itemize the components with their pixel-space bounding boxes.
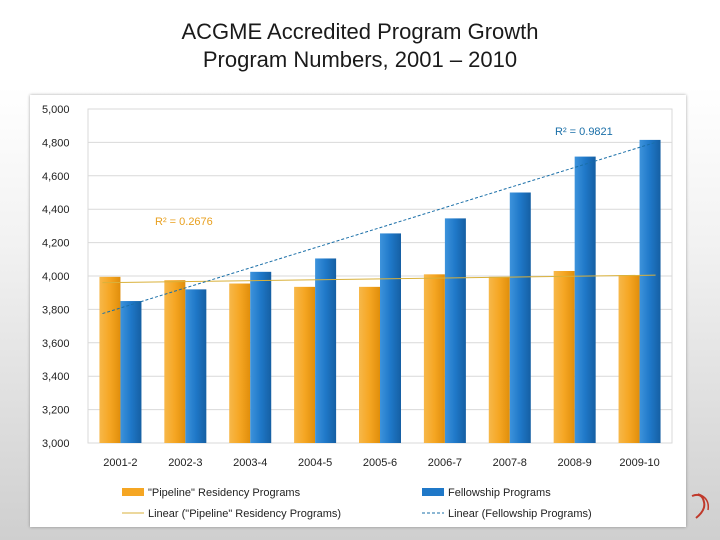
y-tick-label: 3,200 <box>42 405 70 417</box>
legend-fellowship-label: Fellowship Programs <box>448 487 551 499</box>
bar-residency <box>618 275 640 443</box>
bar-fellowship <box>380 233 401 443</box>
slide-title: ACGME Accredited Program Growth Program … <box>0 18 720 74</box>
x-tick-label: 2001-2 <box>103 457 137 469</box>
bar-residency <box>553 270 575 443</box>
r2-label-residency: R² = 0.2676 <box>155 216 213 228</box>
bar-residency <box>99 276 121 443</box>
y-tick-label: 4,400 <box>42 204 70 216</box>
y-tick-label: 4,800 <box>42 137 70 149</box>
x-tick-label: 2006-7 <box>428 457 462 469</box>
legend-residency-label: "Pipeline" Residency Programs <box>148 487 301 499</box>
slide-title-line-1: ACGME Accredited Program Growth <box>181 19 539 44</box>
y-tick-label: 4,600 <box>42 171 70 183</box>
bar-fellowship <box>509 192 531 443</box>
legend-trend-residency-label: Linear ("Pipeline" Residency Programs) <box>148 508 341 520</box>
bar-fellowship <box>185 289 207 443</box>
y-tick-label: 3,800 <box>42 304 70 316</box>
r2-label-fellowship: R² = 0.9821 <box>555 126 613 138</box>
x-tick-label: 2002-3 <box>168 457 202 469</box>
x-tick-label: 2009-10 <box>619 457 659 469</box>
legend-residency-swatch <box>122 488 144 496</box>
y-tick-label: 3,600 <box>42 338 70 350</box>
bar-fellowship <box>639 139 661 443</box>
bar-chart: 3,000 3,200 3,400 3,600 3,800 4,000 4,200 4,400… <box>42 104 673 520</box>
y-tick-label: 4,200 <box>42 238 70 250</box>
trendline-residency <box>102 274 656 284</box>
bar-residency <box>423 274 445 443</box>
bar-fellowship <box>444 218 466 443</box>
y-tick-label: 4,000 <box>42 271 70 283</box>
x-tick-label: 2003-4 <box>233 457 267 469</box>
y-tick-label: 3,000 <box>42 438 70 450</box>
x-tick-label: 2005-6 <box>363 457 397 469</box>
y-tick-label: 5,000 <box>42 104 70 116</box>
x-tick-label: 2007-8 <box>493 457 527 469</box>
bar-fellowship <box>574 156 596 443</box>
y-tick-label: 3,400 <box>42 371 70 383</box>
bar-residency <box>164 280 186 443</box>
bar-residency <box>229 283 251 443</box>
bar-residency <box>488 276 510 443</box>
legend-trend-fellowship-label: Linear (Fellowship Programs) <box>448 508 592 520</box>
bar-residency <box>294 286 316 443</box>
bar-residency <box>359 286 380 443</box>
logo-fragment-icon <box>691 493 710 519</box>
legend-fellowship-swatch <box>422 488 444 496</box>
slide-title-line-2: Program Numbers, 2001 – 2010 <box>202 47 518 72</box>
trendline-fellowship <box>102 141 656 315</box>
x-tick-label: 2008-9 <box>558 457 592 469</box>
bar-fellowship <box>120 301 142 443</box>
bar-fellowship <box>250 271 272 443</box>
chart-panel: 3,000 3,200 3,400 3,600 3,800 4,000 4,200 4,400… <box>30 95 686 527</box>
bar-fellowship <box>315 258 337 443</box>
x-tick-label: 2004-5 <box>298 457 332 469</box>
